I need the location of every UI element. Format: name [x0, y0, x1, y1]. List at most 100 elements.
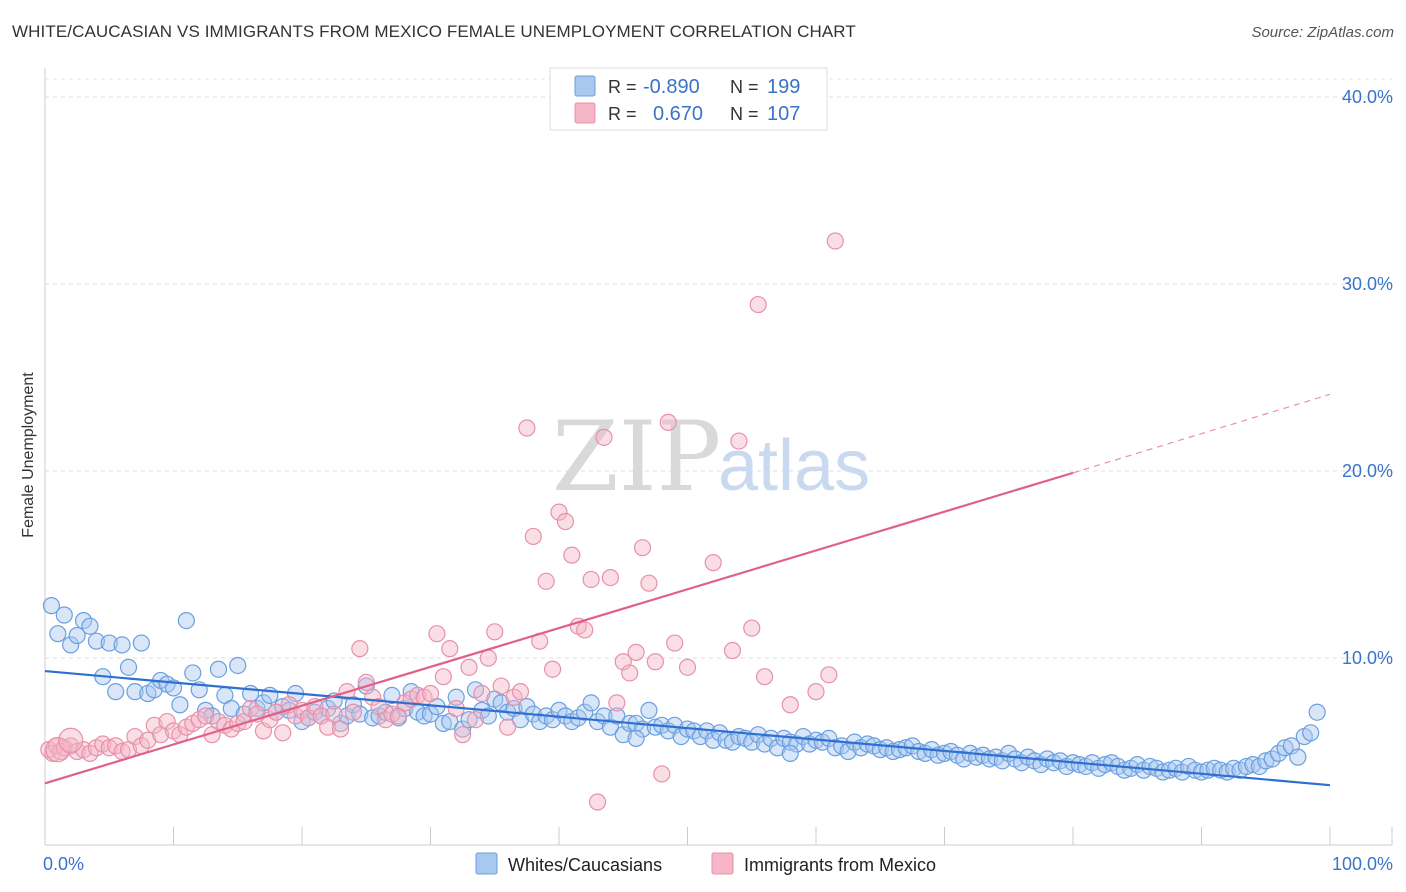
point-whites-186	[1237, 757, 1256, 776]
point-mexico-105	[749, 295, 767, 314]
point-whites-29	[229, 656, 247, 675]
point-mexico-111	[45, 737, 71, 763]
point-whites-83	[576, 703, 594, 721]
point-whites-21	[177, 611, 195, 630]
x-tick-label-start: 0.0%	[43, 854, 84, 874]
point-mexico-73	[499, 718, 517, 736]
x-tick-label-end: 100.0%	[1332, 854, 1393, 874]
series-mexico-points	[40, 232, 844, 811]
point-mexico-20	[158, 712, 176, 731]
point-whites-6	[81, 617, 99, 635]
point-mexico-50	[351, 640, 369, 658]
point-mexico-107	[781, 696, 799, 714]
point-mexico-94	[633, 539, 652, 557]
point-whites-1	[49, 625, 67, 643]
point-whites-187	[1244, 755, 1262, 774]
point-mexico-38	[274, 724, 292, 742]
point-whites-194	[1289, 748, 1307, 766]
point-whites-22	[184, 664, 202, 682]
legend-bottom-swatch-whites	[475, 852, 498, 875]
point-mexico-95	[640, 574, 658, 592]
point-whites-65	[460, 711, 478, 729]
legend-n-value-1: 199	[767, 76, 800, 98]
point-mexico-97	[653, 765, 671, 783]
legend-bottom-label-mexico: Immigrants from Mexico	[744, 855, 936, 875]
point-mexico-71	[486, 623, 504, 641]
point-mexico-96	[646, 653, 664, 671]
point-mexico-61	[421, 684, 440, 703]
legend-bottom-label-whites: Whites/Caucasians	[508, 855, 662, 875]
trend-line-mexico	[44, 471, 1074, 785]
point-whites-122	[826, 739, 844, 757]
point-mexico-92	[621, 664, 639, 682]
point-mexico-76	[518, 419, 536, 437]
point-mexico-100	[678, 658, 697, 676]
y-tick-labels: 10.0% 20.0% 30.0% 40.0%	[1342, 87, 1393, 668]
watermark-atlas: atlas	[718, 426, 870, 506]
legend-n-label-2: N =	[730, 104, 759, 124]
point-whites-48	[351, 705, 369, 723]
gridlines	[45, 78, 1392, 659]
point-mexico-99	[666, 634, 684, 652]
point-whites-192	[1276, 739, 1294, 757]
y-tick-label-4: 40.0%	[1342, 87, 1393, 107]
point-mexico-80	[543, 660, 562, 678]
point-mexico-108	[807, 683, 825, 701]
legend-swatch-whites	[574, 75, 596, 97]
point-whites-11	[113, 636, 131, 654]
point-whites-124	[839, 742, 857, 761]
point-mexico-51	[357, 673, 375, 691]
point-whites-12	[119, 658, 138, 676]
y-axis-label: Female Unemployment	[20, 372, 37, 538]
point-whites-68	[479, 707, 497, 725]
point-whites-88	[608, 707, 626, 725]
point-mexico-102	[723, 641, 742, 660]
point-whites-4	[68, 626, 86, 645]
point-mexico-72	[492, 677, 510, 695]
point-mexico-75	[511, 683, 530, 701]
point-mexico-86	[582, 570, 600, 589]
point-mexico-89	[601, 568, 620, 587]
trend-lines	[44, 393, 1331, 787]
point-mexico-55	[383, 705, 401, 723]
y-tick-label-3: 30.0%	[1342, 274, 1393, 294]
point-whites-0	[42, 597, 61, 615]
point-mexico-81	[550, 503, 568, 521]
point-whites-84	[582, 694, 600, 712]
point-mexico-93	[627, 643, 645, 661]
point-mexico-68	[466, 711, 485, 729]
point-mexico-77	[524, 527, 542, 546]
point-mexico-37	[267, 703, 285, 721]
point-mexico-101	[704, 554, 722, 572]
point-mexico-64	[441, 640, 459, 658]
legend-top-box	[549, 67, 828, 131]
point-whites-2	[55, 606, 73, 624]
legend-r-label-1: R =	[608, 77, 637, 97]
point-whites-58	[415, 707, 433, 725]
point-whites-139	[935, 744, 954, 762]
point-mexico-90	[608, 694, 626, 712]
point-whites-7	[87, 632, 106, 650]
legend-swatch-mexico	[574, 102, 596, 124]
y-tick-label-2: 20.0%	[1342, 461, 1393, 481]
watermark-zip: ZIP	[552, 401, 721, 513]
trend-line-whites	[44, 669, 1331, 787]
point-whites-156	[1045, 754, 1063, 772]
point-whites-13	[126, 683, 144, 701]
legend-n-value-2: 107	[767, 103, 800, 125]
point-mexico-85	[576, 621, 594, 639]
point-mexico-46	[325, 705, 343, 723]
point-whites-94	[646, 718, 664, 736]
point-whites-9	[100, 634, 118, 652]
axes	[44, 68, 1393, 846]
point-whites-198	[627, 729, 645, 748]
chart-title: WHITE/CAUCASIAN VS IMMIGRANTS FROM MEXIC…	[12, 22, 856, 41]
legend-r-value-1: -0.890	[643, 76, 700, 98]
point-mexico-98	[659, 413, 677, 431]
point-whites-20	[171, 696, 189, 714]
point-whites-181	[1205, 759, 1223, 777]
point-whites-26	[209, 660, 228, 678]
point-mexico-11	[100, 739, 118, 757]
point-whites-53	[383, 686, 401, 705]
